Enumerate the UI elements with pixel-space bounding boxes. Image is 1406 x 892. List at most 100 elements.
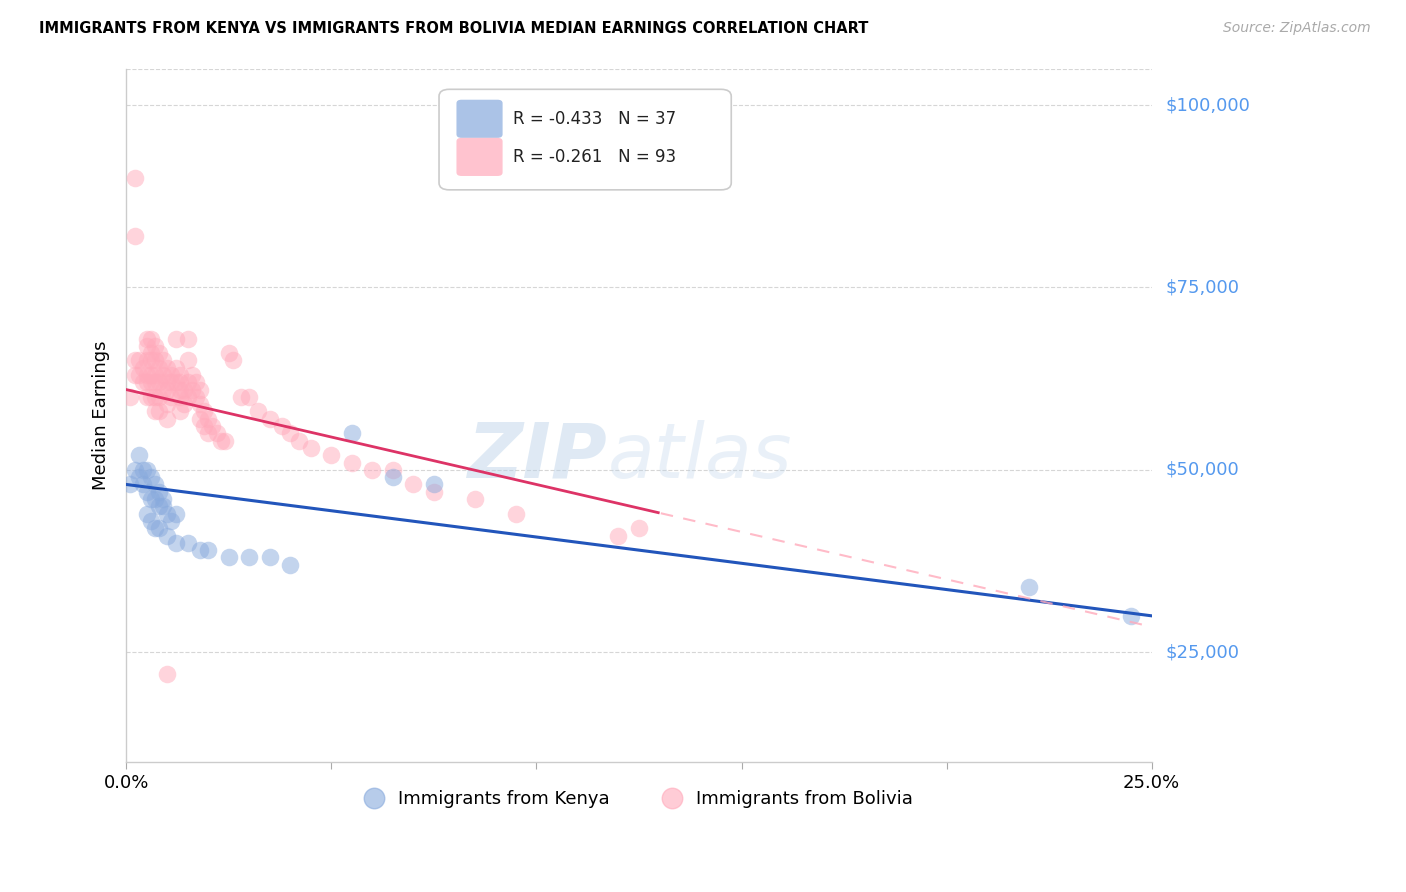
- Point: [135, 368, 157, 382]
- Point: [152, 383, 174, 397]
- Text: $50,000: $50,000: [1166, 461, 1239, 479]
- Text: atlas: atlas: [609, 420, 793, 494]
- Point: [156, 360, 179, 375]
- Point: [181, 368, 204, 382]
- Point: [169, 376, 191, 390]
- Point: [169, 368, 191, 382]
- Point: [131, 376, 153, 390]
- Text: $100,000: $100,000: [1166, 96, 1250, 114]
- Point: [139, 353, 162, 368]
- Point: [1121, 608, 1143, 623]
- Point: [169, 390, 191, 404]
- Point: [139, 368, 162, 382]
- Point: [607, 528, 630, 542]
- Point: [197, 412, 219, 426]
- Point: [177, 376, 200, 390]
- Point: [181, 383, 204, 397]
- Point: [299, 441, 322, 455]
- Point: [139, 491, 162, 506]
- Point: [271, 419, 294, 434]
- FancyBboxPatch shape: [457, 100, 502, 138]
- Point: [143, 404, 166, 418]
- Point: [381, 470, 404, 484]
- Point: [128, 448, 150, 462]
- Point: [139, 390, 162, 404]
- Point: [423, 477, 446, 491]
- Point: [156, 383, 179, 397]
- Point: [148, 521, 170, 535]
- Point: [160, 376, 183, 390]
- Point: [193, 419, 215, 434]
- Text: $25,000: $25,000: [1166, 643, 1240, 661]
- Point: [148, 376, 170, 390]
- Point: [139, 470, 162, 484]
- Point: [505, 507, 527, 521]
- Point: [139, 332, 162, 346]
- Point: [160, 368, 183, 382]
- Point: [188, 543, 211, 558]
- Text: ZIP: ZIP: [468, 420, 609, 494]
- FancyBboxPatch shape: [439, 89, 731, 190]
- Point: [231, 390, 253, 404]
- Point: [156, 528, 179, 542]
- Point: [143, 339, 166, 353]
- Point: [135, 376, 157, 390]
- Point: [214, 434, 236, 448]
- Text: R = -0.433   N = 37: R = -0.433 N = 37: [513, 110, 676, 128]
- Point: [148, 360, 170, 375]
- Text: IMMIGRANTS FROM KENYA VS IMMIGRANTS FROM BOLIVIA MEDIAN EARNINGS CORRELATION CHA: IMMIGRANTS FROM KENYA VS IMMIGRANTS FROM…: [39, 21, 869, 36]
- Point: [160, 390, 183, 404]
- Point: [139, 514, 162, 528]
- Point: [188, 412, 211, 426]
- Point: [381, 463, 404, 477]
- Point: [124, 353, 146, 368]
- Point: [169, 383, 191, 397]
- Point: [340, 426, 363, 441]
- Point: [184, 390, 207, 404]
- Point: [205, 426, 228, 441]
- Point: [152, 500, 174, 514]
- Point: [143, 368, 166, 382]
- Point: [340, 456, 363, 470]
- Point: [173, 397, 195, 411]
- Point: [131, 360, 153, 375]
- Point: [165, 536, 187, 550]
- Point: [143, 477, 166, 491]
- Point: [218, 346, 240, 360]
- Point: [156, 376, 179, 390]
- Point: [152, 353, 174, 368]
- Point: [135, 463, 157, 477]
- Point: [135, 507, 157, 521]
- Point: [156, 507, 179, 521]
- Point: [135, 484, 157, 499]
- Point: [148, 390, 170, 404]
- Point: [184, 376, 207, 390]
- Point: [124, 171, 146, 186]
- Point: [193, 404, 215, 418]
- Point: [143, 376, 166, 390]
- Point: [135, 332, 157, 346]
- Point: [143, 353, 166, 368]
- Point: [165, 360, 187, 375]
- Point: [209, 434, 232, 448]
- Legend: Immigrants from Kenya, Immigrants from Bolivia: Immigrants from Kenya, Immigrants from B…: [359, 782, 920, 815]
- Point: [218, 550, 240, 565]
- Point: [1018, 580, 1040, 594]
- Point: [238, 390, 260, 404]
- Point: [148, 404, 170, 418]
- Point: [143, 390, 166, 404]
- Point: [197, 543, 219, 558]
- Point: [124, 229, 146, 244]
- Point: [128, 368, 150, 382]
- Point: [197, 426, 219, 441]
- Point: [222, 353, 245, 368]
- Point: [120, 390, 142, 404]
- Point: [177, 332, 200, 346]
- Point: [259, 550, 281, 565]
- Point: [361, 463, 384, 477]
- Point: [402, 477, 425, 491]
- Point: [423, 484, 446, 499]
- Point: [627, 521, 650, 535]
- Point: [135, 353, 157, 368]
- Point: [148, 346, 170, 360]
